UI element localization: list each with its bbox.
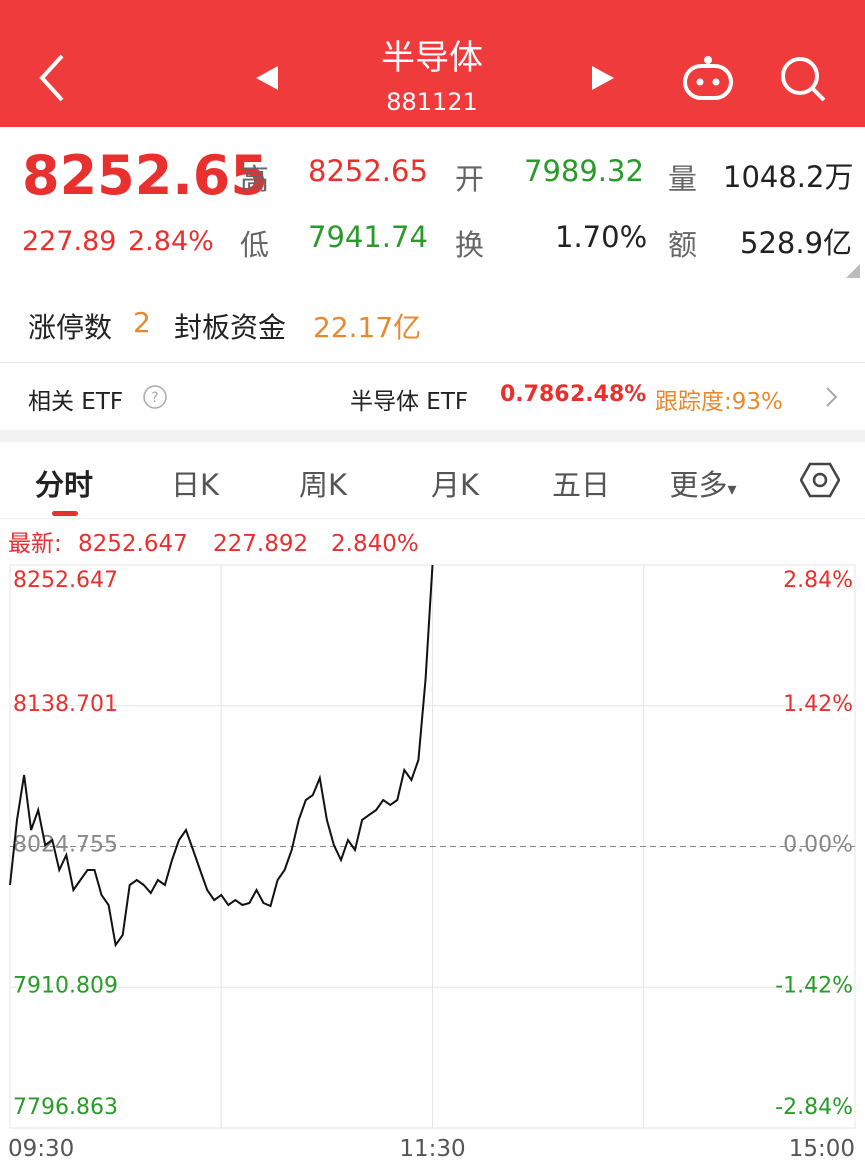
y-tick-label: 7796.863 — [13, 1095, 118, 1120]
latest-value: 8252.647 — [78, 531, 188, 557]
tab[interactable]: 分时 — [34, 468, 93, 502]
y-tick-label: 8024.755 — [13, 833, 118, 858]
y2-tick-label: -2.84% — [775, 1095, 853, 1120]
low: 7941.74 — [308, 220, 428, 254]
seal-label: 封板资金 — [174, 311, 287, 344]
x-tick-label: 11:30 — [399, 1136, 465, 1162]
svg-text:?: ? — [151, 390, 158, 406]
header: 半导体 881121 — [0, 0, 865, 127]
limit-label: 涨停数 — [28, 311, 113, 344]
back-button[interactable] — [36, 52, 70, 104]
change-pct: 2.84% — [128, 226, 214, 257]
y2-tick-label: 1.42% — [783, 692, 853, 717]
divider — [0, 518, 865, 519]
y2-tick-label: 0.00% — [783, 833, 853, 858]
next-button[interactable] — [588, 64, 616, 92]
title: 半导体 — [381, 38, 483, 78]
tab[interactable]: 日K — [170, 468, 220, 502]
y-tick-label: 8252.647 — [13, 568, 118, 593]
amount-label: 额 — [668, 228, 698, 262]
change: 227.89 — [22, 226, 117, 257]
etf-price: 0.786 — [500, 382, 570, 407]
x-tick-label: 09:30 — [8, 1136, 74, 1162]
divider — [0, 362, 865, 363]
y2-tick-label: -1.42% — [775, 973, 853, 998]
open: 7989.32 — [524, 154, 644, 188]
latest-pct: 2.840% — [331, 531, 419, 557]
robot-icon[interactable] — [680, 54, 736, 104]
y-tick-label: 7910.809 — [13, 973, 118, 998]
price-line — [9, 564, 434, 948]
search-icon[interactable] — [778, 54, 828, 104]
tab-underline — [52, 511, 78, 516]
etf-change: 2.48% — [570, 382, 647, 407]
tab[interactable]: 更多▾ — [669, 468, 737, 502]
y-tick-label: 8138.701 — [13, 692, 118, 717]
seal-amount: 22.17亿 — [313, 311, 422, 344]
tab[interactable]: 周K — [298, 468, 348, 502]
chart: 最新: 8252.647 227.892 2.840% 8252.647 8138.701… — [8, 531, 856, 1162]
prev-button[interactable] — [254, 64, 282, 92]
volume: 1048.2万 — [723, 160, 854, 194]
amount: 528.9亿 — [740, 226, 853, 260]
tab[interactable]: 月K — [430, 468, 480, 502]
section-gap — [0, 430, 865, 442]
etf-tracking: 跟踪度:93% — [655, 389, 783, 415]
low-label: 低 — [240, 228, 270, 262]
high: 8252.65 — [308, 154, 428, 188]
code: 881121 — [386, 88, 478, 116]
chevron[interactable] — [824, 386, 840, 408]
help-icon[interactable]: ? — [142, 384, 168, 410]
corner-mark — [846, 264, 860, 278]
turnover-label: 换 — [455, 228, 485, 262]
settings-icon[interactable] — [800, 460, 840, 500]
y2-tick-label: 2.84% — [783, 568, 853, 593]
latest-label: 最新: — [8, 531, 62, 557]
limit-count: 2 — [133, 306, 151, 339]
open-label: 开 — [455, 162, 485, 196]
price: 8252.65 — [22, 144, 268, 207]
tab[interactable]: 五日 — [551, 468, 610, 502]
volume-label: 量 — [668, 162, 698, 196]
etf-label: 相关 ETF — [28, 389, 124, 415]
turnover: 1.70% — [555, 220, 648, 254]
dropdown-arrow: ▾ — [727, 479, 737, 500]
latest-change: 227.892 — [213, 531, 308, 557]
x-tick-label: 15:00 — [789, 1136, 855, 1162]
etf-name[interactable]: 半导体 ETF — [350, 389, 469, 415]
high-label: 高 — [240, 162, 270, 196]
